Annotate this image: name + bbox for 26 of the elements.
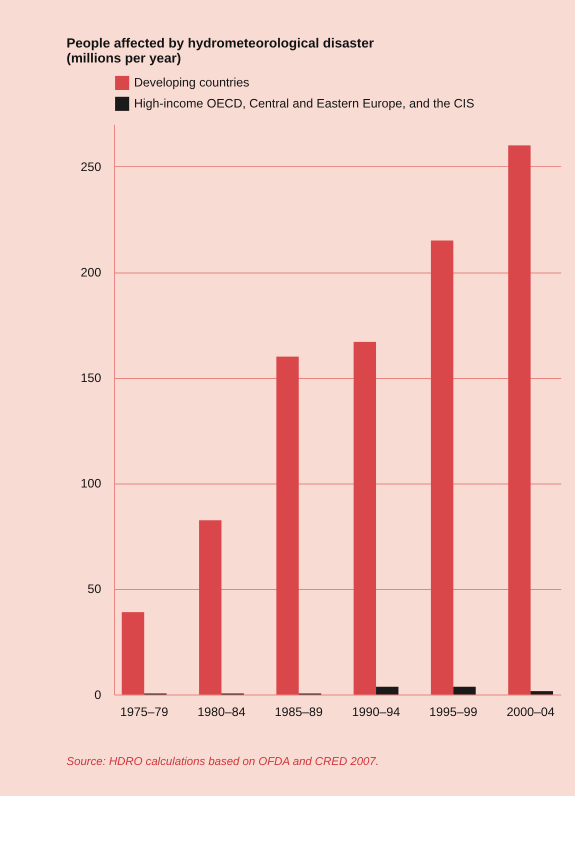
x-tick-label: 1990–94 bbox=[352, 704, 400, 719]
x-tick-label: 1985–89 bbox=[274, 704, 323, 719]
legend-label: High-income OECD, Central and Eastern Europe, and the CIS bbox=[134, 96, 474, 111]
bar bbox=[508, 145, 531, 695]
x-tick-label: 1980–84 bbox=[197, 704, 246, 719]
bar bbox=[122, 612, 144, 695]
bar bbox=[354, 342, 376, 695]
x-tick-label: 2000–04 bbox=[506, 704, 555, 719]
bar bbox=[276, 356, 299, 695]
x-tick-label: 1975–79 bbox=[120, 704, 168, 719]
y-tick-label: 100 bbox=[80, 476, 102, 491]
bar bbox=[376, 686, 398, 695]
legend-label: Developing countries bbox=[134, 76, 250, 90]
source-note: Source: HDRO calculations based on OFDA and CRED 2007. bbox=[66, 756, 379, 768]
x-tick-label: 1995–99 bbox=[429, 704, 478, 719]
y-axis-title: (millions per year) bbox=[66, 50, 182, 66]
bar bbox=[199, 520, 222, 695]
bar bbox=[430, 240, 454, 695]
bar bbox=[453, 686, 476, 695]
y-tick-label: 150 bbox=[80, 371, 102, 385]
y-tick-label: 0 bbox=[94, 688, 102, 702]
y-tick-label: 200 bbox=[80, 265, 102, 280]
y-tick-label: 250 bbox=[80, 160, 102, 174]
chart-title: People affected by hydrometeorological disaster bbox=[66, 35, 374, 50]
bar bbox=[530, 691, 554, 695]
y-tick-label: 50 bbox=[87, 582, 102, 596]
